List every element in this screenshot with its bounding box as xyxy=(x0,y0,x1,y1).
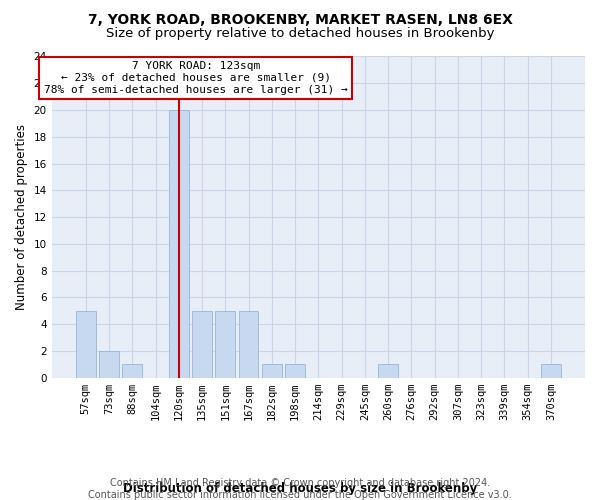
Bar xyxy=(285,364,305,378)
Text: Size of property relative to detached houses in Brookenby: Size of property relative to detached ho… xyxy=(106,28,494,40)
Bar xyxy=(239,310,259,378)
Bar xyxy=(169,110,188,378)
Bar xyxy=(192,310,212,378)
Text: Contains HM Land Registry data © Crown copyright and database right 2024.
Contai: Contains HM Land Registry data © Crown c… xyxy=(88,478,512,500)
Text: 7, YORK ROAD, BROOKENBY, MARKET RASEN, LN8 6EX: 7, YORK ROAD, BROOKENBY, MARKET RASEN, L… xyxy=(88,12,512,26)
Text: Distribution of detached houses by size in Brookenby: Distribution of detached houses by size … xyxy=(123,482,477,495)
Bar xyxy=(262,364,282,378)
Text: 7 YORK ROAD: 123sqm
← 23% of detached houses are smaller (9)
78% of semi-detache: 7 YORK ROAD: 123sqm ← 23% of detached ho… xyxy=(44,62,347,94)
Y-axis label: Number of detached properties: Number of detached properties xyxy=(15,124,28,310)
Bar xyxy=(541,364,561,378)
Bar xyxy=(378,364,398,378)
Bar xyxy=(215,310,235,378)
Bar xyxy=(122,364,142,378)
Bar xyxy=(99,351,119,378)
Bar xyxy=(76,310,95,378)
